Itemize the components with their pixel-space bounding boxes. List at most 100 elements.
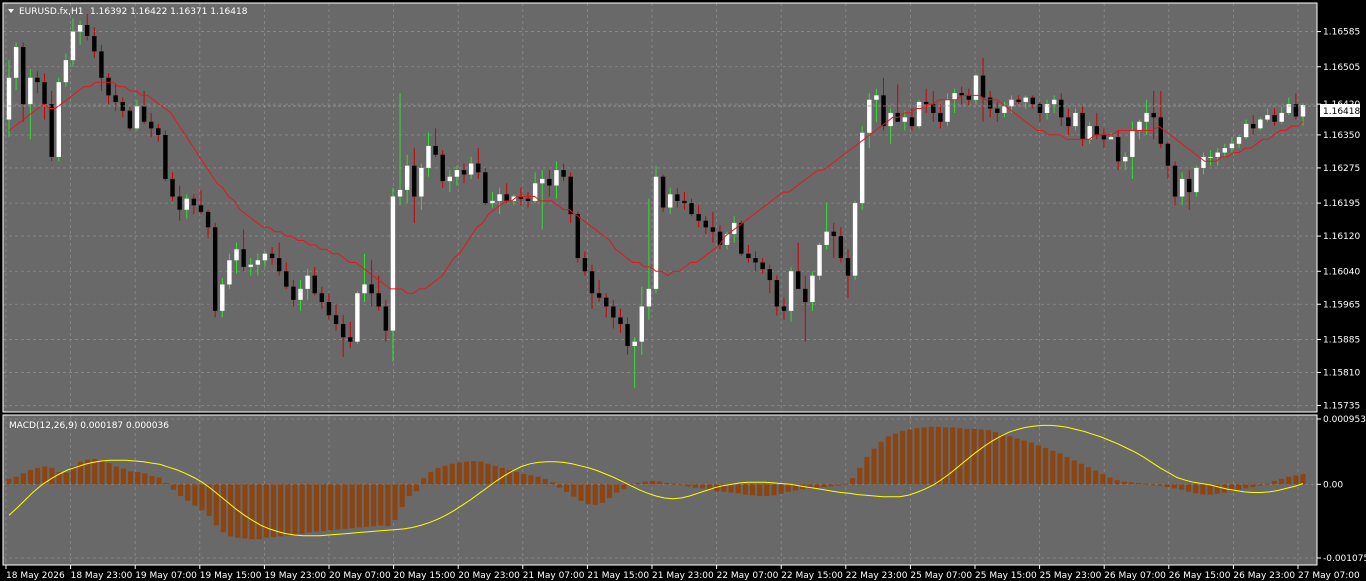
candle-body: [35, 77, 40, 83]
macd-histogram-bar: [199, 484, 205, 511]
macd-histogram-bar: [621, 484, 627, 490]
price-tick-label: 1.16350: [1323, 131, 1360, 141]
macd-histogram-bar: [635, 482, 641, 485]
candle-body: [689, 203, 694, 215]
macd-histogram-bar: [270, 484, 277, 538]
triangle-down-icon[interactable]: [8, 9, 14, 13]
candle-body: [383, 306, 389, 331]
macd-histogram-bar: [1114, 480, 1120, 485]
macd-histogram-bar: [1014, 438, 1020, 485]
candle-body: [1251, 123, 1256, 129]
candle-body: [127, 110, 133, 129]
candle-body: [831, 231, 836, 237]
candle-body: [269, 253, 275, 259]
candle-body: [305, 275, 310, 289]
macd-histogram-bar: [842, 483, 849, 485]
macd-histogram-bar: [742, 484, 748, 495]
candle-body: [163, 134, 168, 179]
candle-body: [803, 288, 808, 303]
macd-histogram-bar: [599, 484, 605, 503]
candle-body: [995, 108, 1000, 113]
macd-histogram-bar: [1257, 484, 1263, 486]
macd-histogram-bar: [249, 484, 255, 540]
macd-histogram-bar: [821, 484, 827, 488]
price-panel[interactable]: [3, 3, 1317, 412]
candle-body: [1144, 112, 1149, 122]
candle-body: [28, 77, 33, 105]
macd-histogram-bar: [371, 484, 377, 527]
macd-histogram-bar: [1100, 474, 1106, 485]
candle-body: [85, 24, 90, 36]
macd-histogram-bar: [1064, 456, 1070, 485]
candle-body: [746, 253, 751, 259]
macd-histogram-bar: [606, 484, 613, 499]
candle-body: [717, 231, 723, 245]
candle-body: [170, 178, 175, 197]
candle-body: [476, 163, 481, 173]
macd-histogram-bar: [1021, 440, 1027, 485]
candle-body: [1044, 104, 1050, 113]
candle-body: [483, 172, 488, 204]
macd-histogram-bar: [1214, 484, 1220, 494]
macd-histogram-bar: [1186, 484, 1192, 492]
candle-body: [184, 198, 189, 210]
candle-body: [540, 178, 545, 184]
candle-body: [1179, 178, 1185, 197]
candle-body: [70, 31, 76, 61]
macd-histogram-bar: [878, 441, 884, 485]
macd-histogram-bar: [985, 430, 992, 485]
macd-histogram-bar: [170, 484, 177, 490]
macd-histogram-bar: [356, 484, 362, 528]
time-tick-label: 26 May 15:00: [1169, 571, 1231, 581]
candle-body: [177, 196, 182, 210]
candle-body: [902, 117, 908, 122]
macd-histogram-bar: [585, 484, 591, 505]
time-tick-label: 21 May 07:00: [523, 571, 585, 581]
candle-body: [1151, 112, 1156, 118]
candle-body: [973, 75, 979, 100]
macd-histogram-bar: [242, 484, 248, 539]
macd-histogram-bar: [642, 481, 648, 485]
macd-histogram-bar: [535, 476, 541, 485]
candle-body: [639, 306, 644, 342]
candle-body: [433, 145, 438, 155]
candle-body: [419, 167, 424, 197]
macd-histogram-bar: [757, 484, 763, 496]
macd-histogram-bar: [6, 478, 12, 485]
macd-histogram-bar: [671, 483, 677, 485]
macd-histogram-bar: [1128, 482, 1134, 485]
candle-body: [1073, 112, 1078, 127]
macd-histogram-bar: [857, 467, 863, 485]
macd-histogram-bar: [1150, 484, 1156, 486]
macd-histogram-bar: [628, 484, 634, 486]
macd-histogram-bar: [70, 466, 76, 485]
macd-histogram-bar: [728, 484, 734, 493]
time-tick-label: 20 May 23:00: [458, 571, 520, 581]
candle-body: [852, 203, 858, 276]
candle-body: [276, 258, 282, 272]
candle-body: [916, 101, 922, 127]
macd-tick-label: -0.001075: [1323, 554, 1366, 564]
candle-body: [582, 258, 588, 272]
macd-histogram-bar: [1293, 475, 1299, 485]
candle-body: [13, 46, 19, 78]
candle-body: [1236, 137, 1242, 144]
macd-histogram-bar: [378, 484, 384, 526]
candle-body: [1101, 134, 1107, 140]
macd-histogram-bar: [442, 465, 448, 485]
price-panel-border: [2, 2, 1318, 413]
candle-body: [262, 253, 268, 261]
candle-body: [504, 194, 509, 201]
macd-histogram-bar: [1057, 453, 1063, 485]
macd-histogram-bar: [828, 484, 834, 487]
candle-body: [604, 297, 609, 307]
macd-histogram-bar: [957, 428, 963, 485]
candle-body: [980, 75, 986, 98]
macd-histogram-bar: [1121, 481, 1127, 485]
candle-body: [1051, 99, 1057, 105]
time-tick-label: 25 May 15:00: [975, 571, 1037, 581]
macd-tick-label: 0.00: [1323, 480, 1343, 490]
macd-histogram-bar: [1207, 484, 1213, 495]
macd-histogram-bar: [1050, 450, 1056, 485]
